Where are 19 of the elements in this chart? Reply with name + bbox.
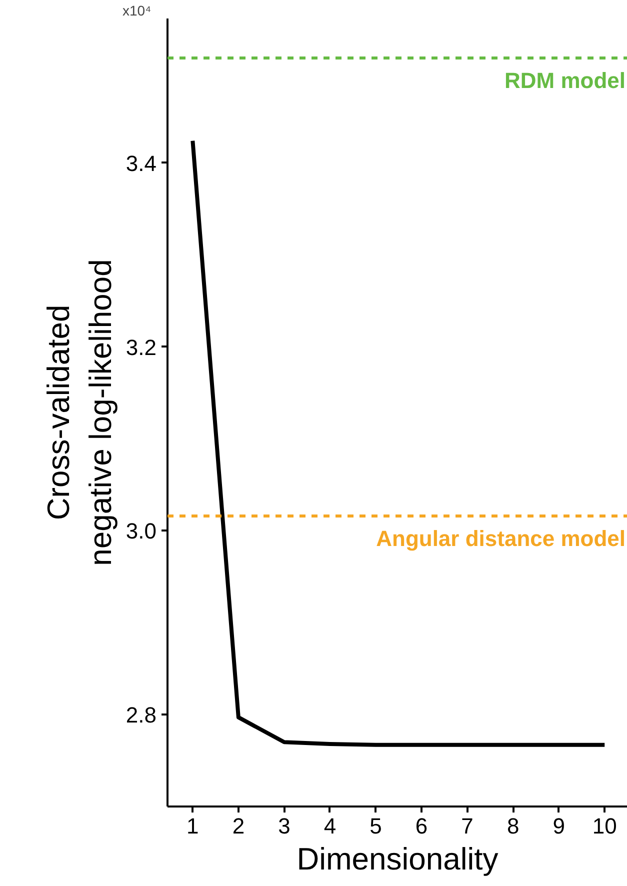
y-tick-label: 3.0 <box>126 518 157 544</box>
x-tick-label: 9 <box>552 814 565 838</box>
text: x10⁴ <box>122 2 152 18</box>
x-tick-label: 4 <box>324 814 336 838</box>
x-tick-label: 6 <box>415 814 428 838</box>
x-tick-label: 7 <box>461 814 474 838</box>
x-tick-label: 8 <box>506 814 520 838</box>
y-axis-title: Cross-validated negative log-likelihood <box>40 259 118 566</box>
x-tick-label: 1 <box>186 814 199 838</box>
x-tick-label: 10 <box>592 814 617 838</box>
y-tick-label: 3.4 <box>126 150 157 176</box>
x-axis-title: Dimensionality <box>296 842 499 876</box>
ref-line-label: Angular distance model <box>376 526 626 551</box>
x-tick-label: 3 <box>278 814 290 838</box>
x-tick-label: 5 <box>370 814 382 838</box>
y-tick-label: 3.2 <box>126 334 157 360</box>
y-tick-label: 2.8 <box>126 702 157 728</box>
x-tick-label: 2 <box>232 814 245 838</box>
ref-line-label: RDM model <box>504 68 626 94</box>
